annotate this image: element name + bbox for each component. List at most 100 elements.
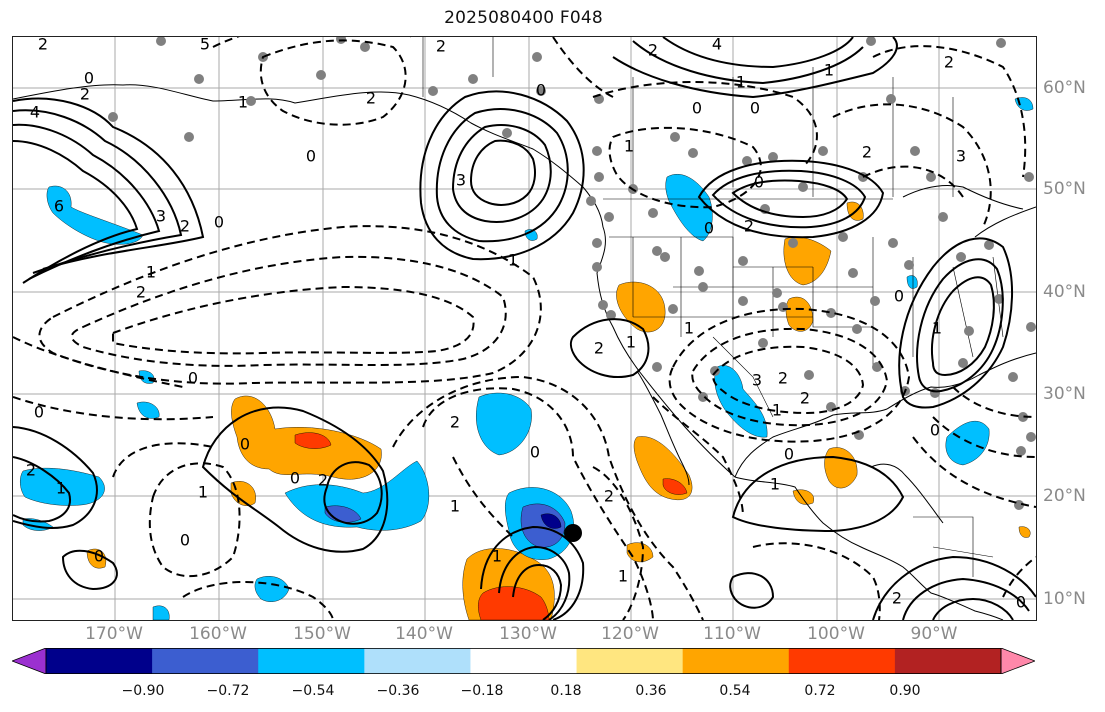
contour-label: 0: [214, 213, 224, 232]
negative-fill: [540, 513, 562, 529]
contour-label: 5: [200, 37, 210, 54]
contour-label: 2: [800, 389, 810, 408]
contour-label: 1: [770, 475, 780, 494]
contour-label: 0: [290, 469, 300, 488]
contour-label: 0: [34, 403, 44, 422]
positive-fill: [294, 432, 332, 449]
contour-label: 0: [94, 547, 104, 566]
negative-fill: [136, 401, 160, 419]
contour-label: 6: [54, 197, 64, 216]
lon-label: 110°W: [703, 624, 761, 644]
colorbar: [10, 647, 1037, 675]
lon-label: 130°W: [499, 624, 557, 644]
lat-label: 30°N: [1043, 384, 1086, 404]
positive-fill: [478, 586, 550, 620]
contour-label: 0: [704, 219, 714, 238]
contour-label: 0: [536, 81, 546, 100]
contour-label: 3: [456, 171, 466, 190]
contour-label: 0: [930, 421, 940, 440]
contour-label: 1: [824, 61, 834, 80]
contour-label: 2: [366, 89, 376, 108]
colorbar-segment: [788, 648, 896, 674]
contour-label: 2: [744, 217, 754, 236]
state-borders: [422, 37, 1004, 577]
lat-label: 20°N: [1043, 486, 1086, 506]
contour-label: 2: [594, 339, 604, 358]
positive-fill: [824, 447, 858, 489]
negative-fill: [945, 420, 990, 466]
lat-label: 50°N: [1043, 179, 1086, 199]
positive-fill: [785, 296, 814, 332]
positive-fill: [616, 281, 666, 333]
contour-label: 2: [604, 487, 614, 506]
contour-label: 1: [932, 319, 942, 338]
colorbar-tick: −0.72: [206, 683, 250, 699]
colorbar-tick: 0.54: [719, 683, 751, 699]
negative-fill: [906, 275, 918, 289]
positive-fill: [86, 548, 107, 569]
negative-fill: [520, 503, 566, 548]
contour-label: 1: [772, 401, 782, 420]
anomaly-fills: [20, 97, 1034, 620]
lon-label: 100°W: [807, 624, 865, 644]
contour-label: 2: [450, 413, 460, 432]
contour-label: 1: [508, 251, 518, 270]
colorbar-tick: 0.90: [889, 683, 921, 699]
negative-fill: [714, 365, 768, 438]
colorbar-segment: [576, 648, 684, 674]
contour-label: 1: [56, 479, 66, 498]
contour-label: 2: [778, 369, 788, 388]
colorbar-tick: 0.18: [550, 683, 582, 699]
colorbar-tick: −0.18: [460, 683, 504, 699]
negative-fill: [20, 467, 105, 506]
contour-label: 2: [26, 461, 36, 480]
contour-label: 0: [240, 435, 250, 454]
contour-label: 0: [84, 69, 94, 88]
negative-fill: [665, 174, 713, 242]
colorbar-tick: −0.54: [291, 683, 335, 699]
positive-fill: [230, 481, 256, 506]
negative-contours: [13, 37, 1036, 620]
contour-label: 0: [1016, 593, 1026, 612]
contour-label: 0: [530, 443, 540, 462]
contour-label: 1: [198, 483, 208, 502]
positive-fill: [792, 489, 814, 505]
station-dots: [108, 37, 1036, 510]
contour-label: 2: [80, 85, 90, 104]
contour-label: 2: [944, 53, 954, 72]
positive-fill: [662, 478, 688, 495]
colorbar-tick: 0.36: [635, 683, 667, 699]
contour-label: 0: [180, 531, 190, 550]
contour-label: 0: [692, 99, 702, 118]
negative-fill: [476, 392, 532, 456]
colorbar-segment: [46, 648, 153, 674]
colorbar-tick: 0.72: [804, 683, 836, 699]
contour-label: 0: [754, 173, 764, 192]
colorbar-segment: [470, 648, 578, 674]
contour-label: 2: [892, 589, 902, 608]
positive-fill: [783, 236, 832, 286]
colorbar-tick: −0.36: [376, 683, 420, 699]
colorbar-extend-high: [1000, 647, 1037, 675]
contour-label: 1: [238, 93, 248, 112]
contour-label: 1: [624, 137, 634, 156]
lon-label: 150°W: [293, 624, 351, 644]
negative-fill: [46, 185, 144, 245]
contour-label: 1: [618, 567, 628, 586]
map-title: 2025080400 F048: [444, 8, 603, 28]
negative-fill: [284, 460, 430, 531]
positive-fill: [626, 542, 654, 563]
forecast-map: 2 5 4 0 2 4 0 2 6 3 2 1 2 0 3 0 1 2 0 2 …: [12, 36, 1037, 621]
lat-label: 10°N: [1043, 589, 1086, 609]
colorbar-tick: −0.90: [121, 683, 165, 699]
colorbar-outline: [45, 648, 1002, 674]
contour-label: 0: [188, 369, 198, 388]
contour-label: 3: [156, 207, 166, 226]
lon-label: 170°W: [85, 624, 143, 644]
contour-label: 0: [894, 287, 904, 306]
colorbar-segment: [152, 648, 259, 674]
lon-label: 160°W: [189, 624, 247, 644]
contour-label: 1: [146, 263, 156, 282]
contour-label: 4: [712, 37, 722, 54]
contour-label: 0: [750, 99, 760, 118]
